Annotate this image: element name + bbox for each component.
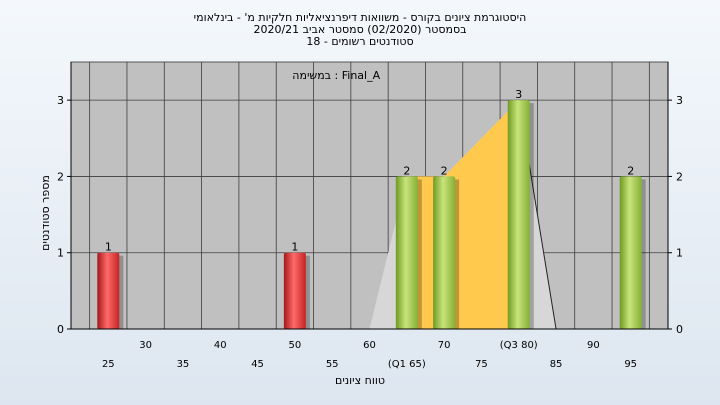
chart-title-line-2: בסמסטר (02/2020) סמסטר אביב 2020/21 [253, 23, 467, 36]
x-tick-label: 40 [214, 340, 227, 351]
chart-title-line-3: סטודנטים רשומים - 18 [306, 35, 414, 48]
x-tick-label: 60 [363, 340, 376, 351]
x-tick-label: 75 [475, 359, 488, 370]
x-axis-label: טווח ציונים [335, 374, 385, 387]
bar-label-25: 1 [105, 241, 112, 254]
plot-area [70, 61, 669, 330]
y-tick-label-left: 1 [57, 247, 64, 260]
axes: 0 0 1 1 2 2 3 3 25 30 35 40 45 50 55 60 (Q1 65) 70 75 (Q3 8… [57, 62, 683, 370]
y-tick-label-left: 2 [57, 170, 64, 183]
x-tick-label: 30 [139, 340, 152, 351]
y-tick-label-right: 2 [676, 170, 683, 183]
x-tick-label: 90 [587, 340, 600, 351]
x-tick-label: 95 [624, 359, 637, 370]
bar-label-70: 2 [441, 164, 448, 177]
x-tick-label: 35 [177, 359, 190, 370]
y-tick-label-left: 3 [57, 94, 64, 107]
x-tick-label: (Q3 80) [500, 340, 538, 351]
bar-65 [395, 176, 418, 329]
bar-25 [97, 252, 120, 329]
bar-label-50: 1 [291, 241, 298, 254]
bar-50 [283, 252, 306, 329]
y-tick-label-right: 1 [676, 247, 683, 260]
x-tick-label: 70 [438, 340, 451, 351]
chart-title-line-1: היסטוגרמת ציונים בקורס - משוואות דיפרנצי… [193, 11, 527, 24]
y-axis-label: מספר סטודנטים [39, 175, 52, 251]
y-tick-label-right: 0 [676, 323, 683, 336]
bar-label-65: 2 [403, 164, 410, 177]
y-tick-label-left: 0 [57, 323, 64, 336]
x-tick-label: 45 [251, 359, 264, 370]
bar-95 [619, 176, 642, 329]
bars: 1 1 2 2 3 2 [97, 88, 646, 330]
bar-label-95: 2 [627, 164, 634, 177]
x-tick-label: 85 [550, 359, 563, 370]
x-tick-label: (Q1 65) [388, 359, 426, 370]
x-tick-label: 50 [289, 340, 302, 351]
bar-80 [507, 100, 530, 330]
y-tick-label-right: 3 [676, 94, 683, 107]
x-tick-label: 25 [102, 359, 115, 370]
task-annotation: במשימה : Final_A [292, 69, 380, 82]
x-tick-label: 55 [326, 359, 339, 370]
bar-70 [433, 176, 456, 329]
bar-label-80: 3 [515, 88, 522, 101]
